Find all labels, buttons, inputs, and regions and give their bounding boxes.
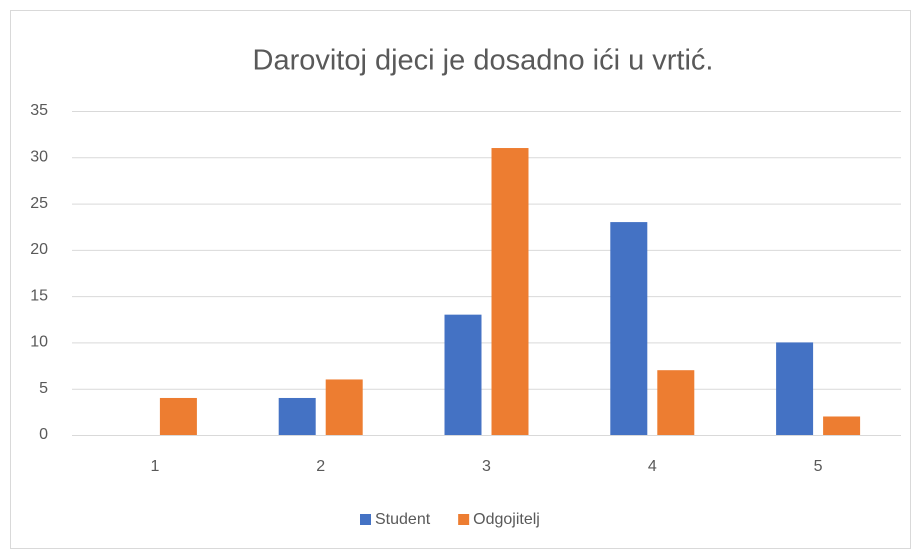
x-tick-label: 2 bbox=[316, 458, 325, 475]
y-tick-label: 20 bbox=[30, 241, 48, 258]
y-tick-label: 35 bbox=[30, 102, 48, 119]
bar bbox=[325, 379, 363, 435]
bar bbox=[657, 370, 695, 435]
legend-label: Student bbox=[375, 511, 431, 528]
bar bbox=[278, 397, 316, 435]
bar bbox=[610, 222, 648, 435]
legend-swatch bbox=[360, 514, 371, 525]
bar bbox=[159, 397, 197, 435]
y-tick-label: 30 bbox=[30, 149, 48, 166]
bar bbox=[776, 342, 814, 435]
y-tick-label: 0 bbox=[39, 426, 48, 443]
x-tick-label: 5 bbox=[814, 458, 823, 475]
bar bbox=[823, 416, 861, 435]
y-tick-label: 25 bbox=[30, 195, 48, 212]
x-tick-label: 1 bbox=[150, 458, 159, 475]
bar bbox=[491, 148, 529, 435]
legend-swatch bbox=[458, 514, 470, 525]
x-tick-label: 4 bbox=[648, 458, 657, 475]
y-tick-label: 10 bbox=[30, 334, 48, 351]
y-tick-label: 5 bbox=[39, 380, 48, 397]
x-tick-label: 3 bbox=[482, 458, 491, 475]
chart-title: Darovitoj djeci je dosadno ići u vrtić. bbox=[253, 45, 714, 77]
chart-border bbox=[10, 10, 911, 549]
y-tick-label: 15 bbox=[30, 287, 48, 304]
legend-label: Odgojitelj bbox=[473, 511, 540, 528]
bar bbox=[444, 314, 482, 435]
